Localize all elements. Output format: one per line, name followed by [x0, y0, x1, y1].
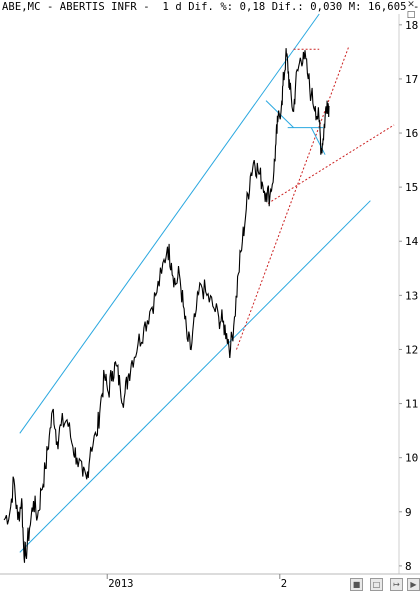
y-tick-18: 18	[399, 19, 418, 32]
y-tick-17: 17	[399, 73, 418, 86]
close-icon[interactable]: ✕	[407, 0, 415, 10]
pin-icon[interactable]: ↦	[390, 578, 403, 591]
window-controls: □ ✕	[400, 0, 420, 20]
channel-line-1	[19, 200, 371, 553]
y-tick-15: 15	[399, 181, 418, 194]
y-tick-16: 16	[399, 127, 418, 140]
diagonal-7	[310, 127, 326, 155]
trend-line-2	[236, 46, 350, 350]
y-tick-9: 9	[399, 506, 412, 519]
y-tick-label: 11	[405, 398, 418, 411]
y-tick-11: 11	[399, 398, 418, 411]
y-tick-label: 10	[405, 452, 418, 465]
chart-title: ABE,MC - ABERTIS INFR - 1 d Dif. %: 0,18…	[2, 1, 420, 13]
diagonal-6	[265, 100, 294, 128]
y-tick-13: 13	[399, 289, 418, 302]
restore-icon[interactable]: □	[406, 10, 416, 20]
trend-line-3	[267, 124, 395, 204]
y-tick-12: 12	[399, 343, 418, 356]
bottom-toolbar: ■ □ ↦ ▶	[344, 577, 420, 591]
y-tick-label: 8	[405, 560, 412, 573]
price-series-line	[3, 48, 330, 563]
x-tick-label: 2	[281, 578, 287, 590]
y-tick-label: 14	[405, 235, 419, 248]
channel-line-0	[19, 13, 320, 434]
x-tick-label: 2013	[108, 578, 133, 590]
y-tick-10: 10	[399, 452, 418, 465]
y-tick-label: 16	[405, 127, 418, 140]
y-tick-label: 15	[405, 181, 418, 194]
y-tick-label: 18	[405, 19, 418, 32]
scroll-arrow-icon[interactable]: ▶	[407, 578, 420, 591]
y-tick-14: 14	[399, 235, 419, 248]
chart-settings-icon[interactable]: ■	[350, 578, 363, 591]
y-tick-label: 12	[405, 343, 418, 356]
y-tick-label: 17	[405, 73, 418, 86]
save-icon[interactable]: □	[370, 578, 383, 591]
y-tick-8: 8	[399, 560, 412, 573]
y-tick-label: 13	[405, 289, 418, 302]
y-tick-label: 9	[405, 506, 412, 519]
